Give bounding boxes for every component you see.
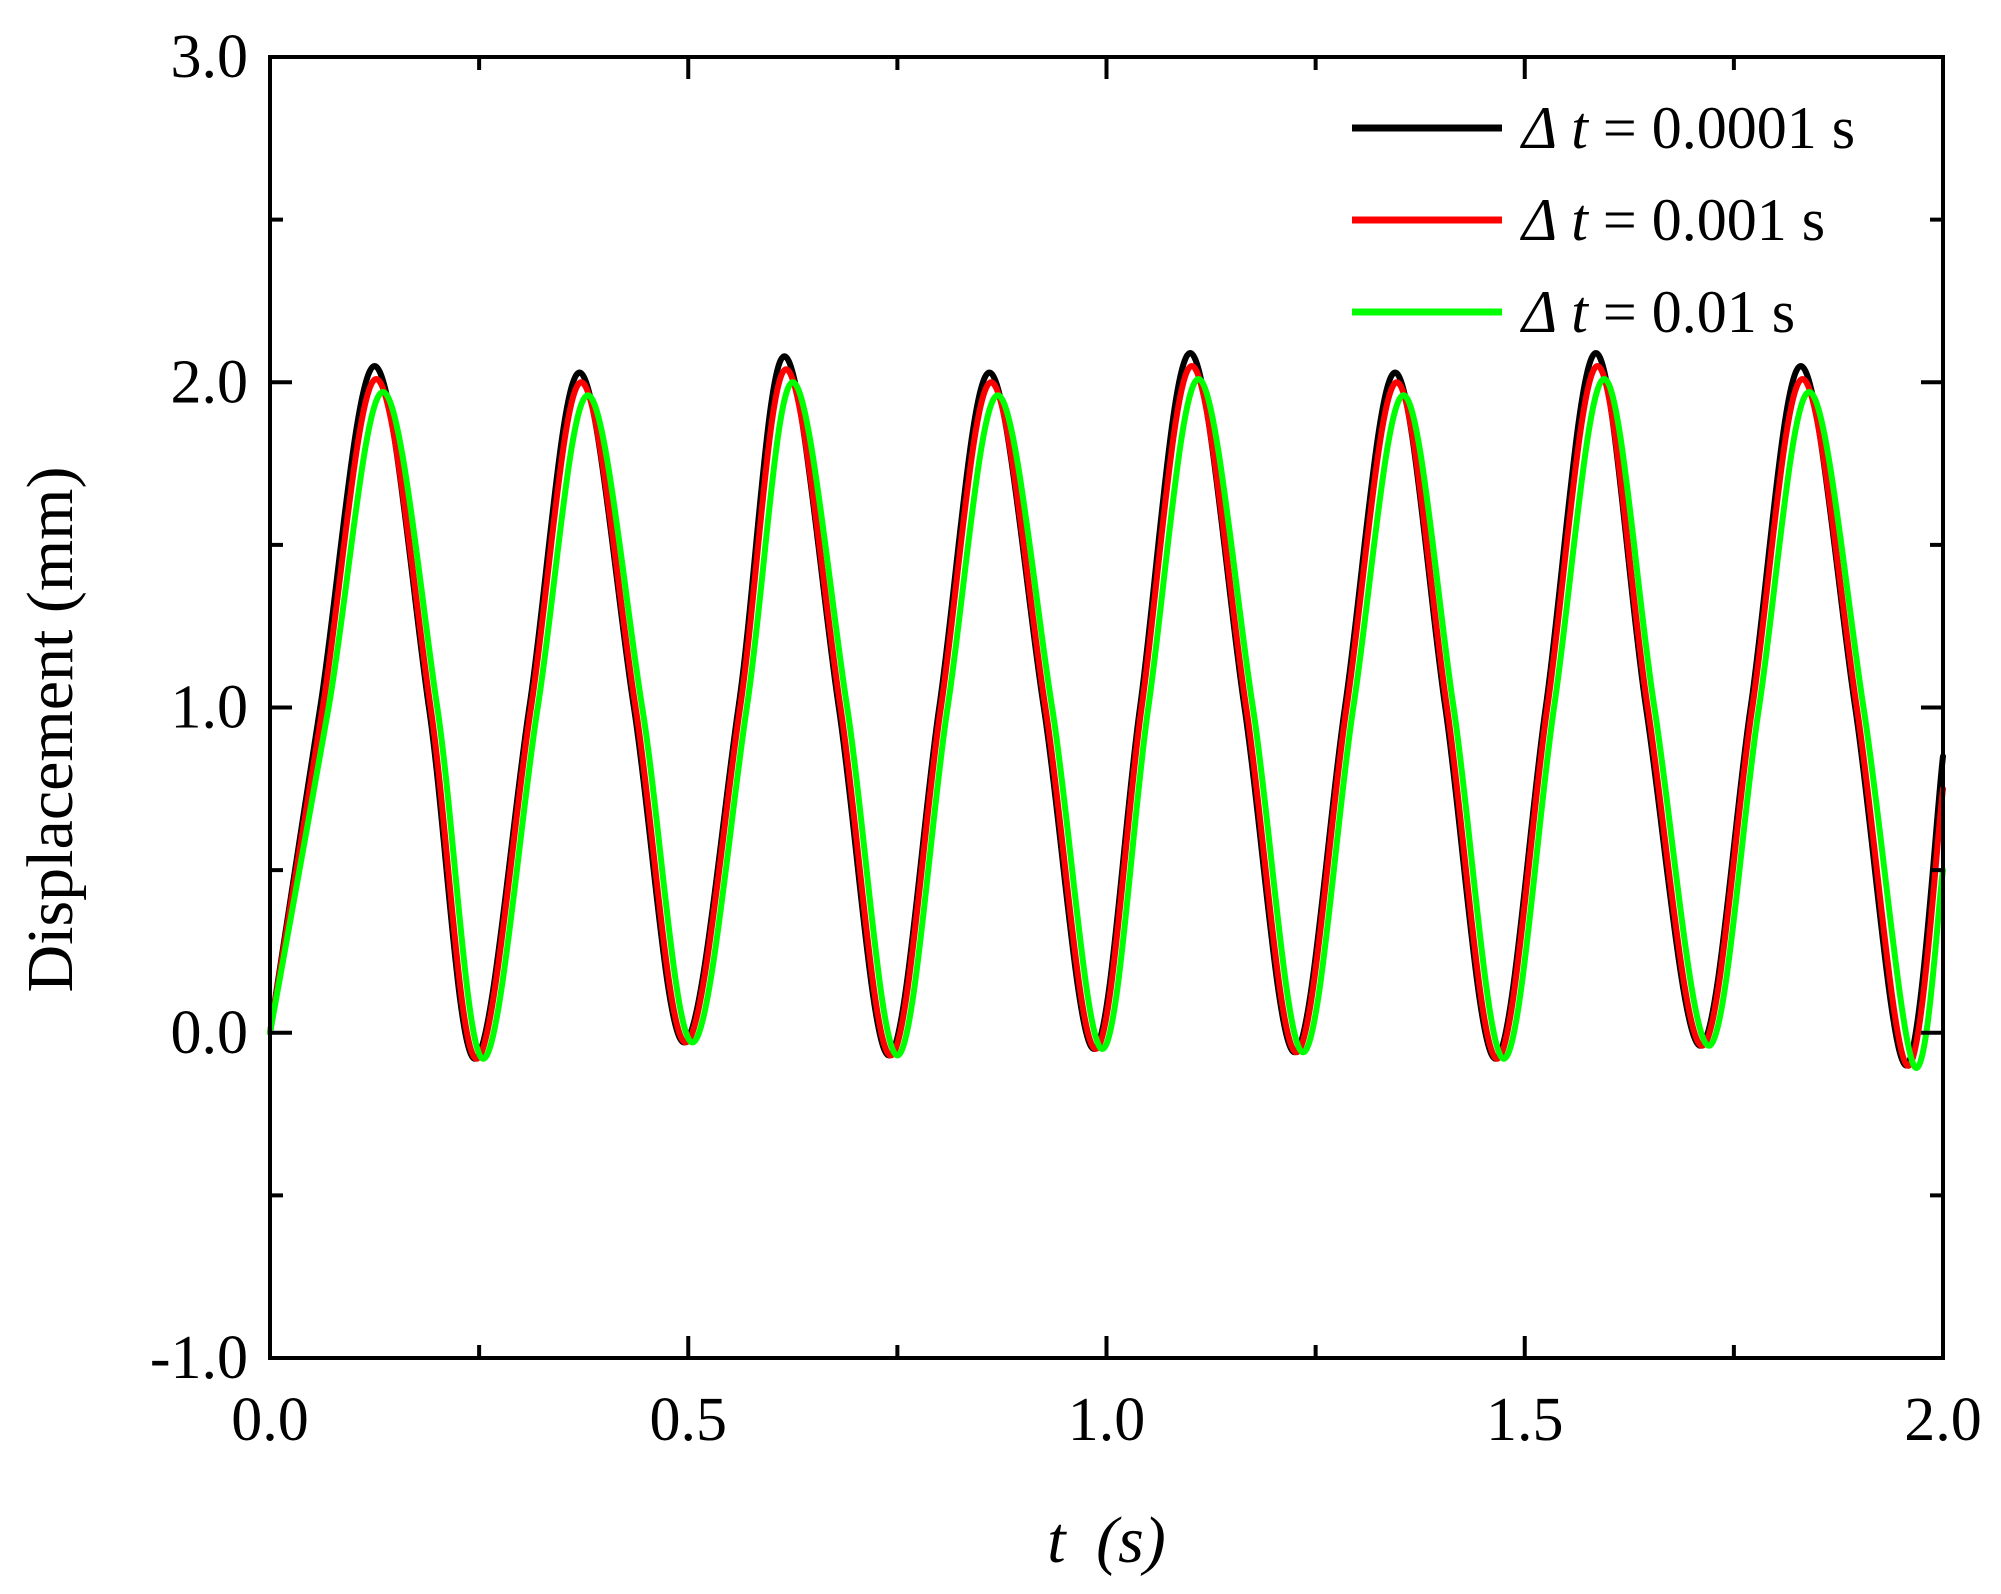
legend-value: = 0.0001 s [1588, 95, 1855, 161]
x-axis-var: t [1047, 1504, 1067, 1577]
series-line-1 [267, 350, 1946, 1069]
legend-var: t [1571, 279, 1589, 345]
legend-var: t [1571, 95, 1589, 161]
y-tick-label: 1.0 [171, 674, 249, 742]
x-axis-title: t (s) [1047, 1504, 1166, 1577]
legend-var: t [1571, 187, 1589, 253]
series-line-3 [267, 376, 1946, 1071]
x-tick-label: 1.5 [1486, 1386, 1564, 1454]
tick-marks [268, 55, 1945, 1360]
x-tick-label: 2.0 [1904, 1386, 1982, 1454]
y-tick-label: 3.0 [171, 23, 249, 91]
legend-value: = 0.01 s [1588, 279, 1795, 345]
x-tick-label: 1.0 [1068, 1386, 1146, 1454]
series-line-2 [267, 363, 1946, 1069]
y-axis-title: Displacement (mm) [14, 466, 87, 992]
legend-delta-symbol: Δ [1520, 279, 1557, 345]
legend-delta-symbol: Δ [1520, 187, 1557, 253]
tick-labels: 0.0 0.5 1.0 1.5 2.0-1.00.01.02.03.0 [150, 23, 1982, 1454]
legend-delta-symbol: Δ [1520, 95, 1557, 161]
y-tick-label: -1.0 [150, 1324, 248, 1392]
y-tick-label: 0.0 [171, 999, 249, 1067]
series-group [267, 350, 1946, 1071]
legend-value: = 0.001 s [1588, 187, 1825, 253]
x-tick-label: 0.0 [231, 1386, 309, 1454]
y-tick-label: 2.0 [171, 348, 249, 416]
x-tick-label: 0.5 [650, 1386, 728, 1454]
x-axis-unit: (s) [1096, 1504, 1166, 1577]
